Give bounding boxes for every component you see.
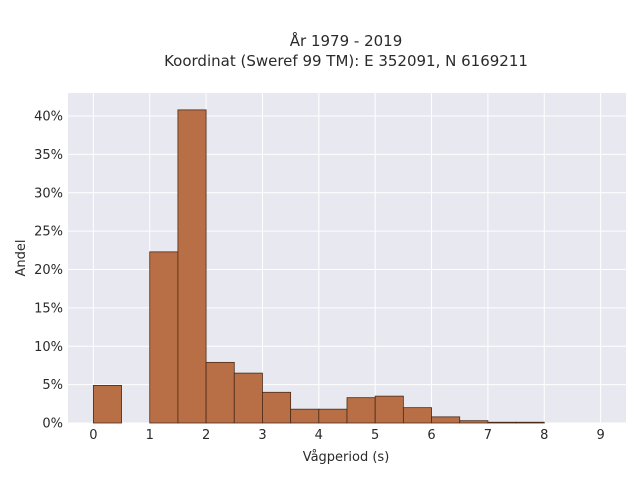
y-tick-label: 0% <box>42 417 63 432</box>
y-tick-label: 30% <box>34 186 63 201</box>
histogram-bar <box>402 407 432 424</box>
histogram-bar <box>177 109 207 424</box>
histogram-bar <box>233 372 263 424</box>
y-tick-label: 20% <box>34 263 63 278</box>
histogram-bar <box>205 361 235 424</box>
y-tick-label: 25% <box>34 225 63 240</box>
histogram-bar <box>374 395 404 424</box>
x-axis-label: Vågperiod (s) <box>303 450 390 465</box>
x-tick-label: 9 <box>596 428 604 443</box>
x-tick-label: 3 <box>258 428 266 443</box>
y-axis-label: Andel <box>14 240 29 277</box>
x-tick-label: 2 <box>202 428 210 443</box>
y-tick-label: 35% <box>34 148 63 163</box>
chart-subtitle: Koordinat (Sweref 99 TM): E 352091, N 61… <box>164 52 528 70</box>
histogram-bar <box>346 397 376 424</box>
x-tick-label: 4 <box>315 428 323 443</box>
x-tick-label: 8 <box>540 428 548 443</box>
x-tick-label: 6 <box>427 428 435 443</box>
histogram-bar <box>318 408 348 424</box>
x-tick-label: 7 <box>484 428 492 443</box>
x-tick-label: 0 <box>89 428 97 443</box>
histogram-bar <box>431 416 461 424</box>
histogram-bar <box>149 251 179 424</box>
y-tick-label: 40% <box>34 110 63 125</box>
histogram-bar <box>459 420 489 424</box>
y-tick-label: 10% <box>34 340 63 355</box>
x-tick-label: 1 <box>146 428 154 443</box>
histogram-bar <box>92 384 122 424</box>
histogram-bar <box>290 408 320 424</box>
plot-area: 0 1 2 3 4 5 6 7 8 9 0% 5% 10% 15% 20% 25% 30% 35% 40% <box>34 93 626 443</box>
x-tick-label: 5 <box>371 428 379 443</box>
y-tick-label: 15% <box>34 301 63 316</box>
y-tick-label: 5% <box>42 378 63 393</box>
histogram-bar <box>262 391 292 424</box>
histogram-bar <box>487 421 517 424</box>
histogram-bar <box>515 421 545 424</box>
chart-title: År 1979 - 2019 <box>290 31 403 50</box>
